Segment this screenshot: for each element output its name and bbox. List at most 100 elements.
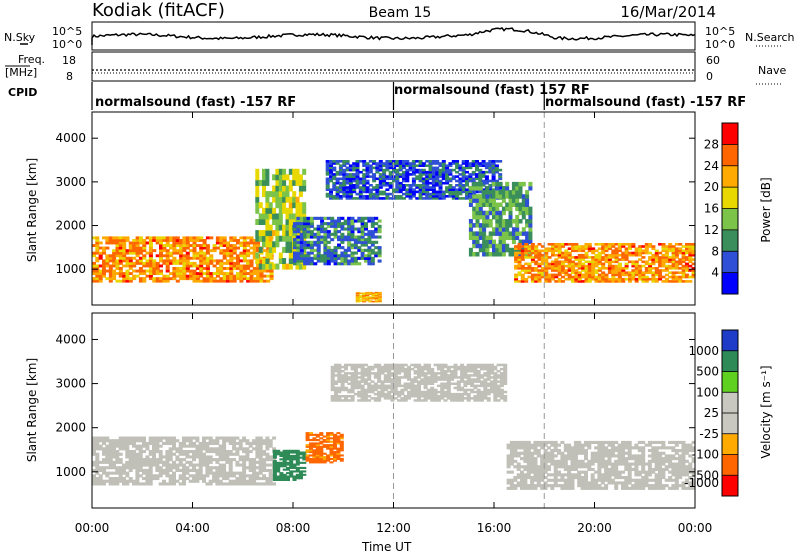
power-cell-3 xyxy=(491,164,496,167)
velocity-cell-0 xyxy=(202,439,206,443)
power-cell-6 xyxy=(374,294,379,296)
power-cell-4 xyxy=(478,181,483,187)
power-cell-0 xyxy=(115,264,120,268)
velocity-cell-4 xyxy=(533,462,538,466)
velocity-cell-0 xyxy=(262,466,267,470)
power-cell-5 xyxy=(634,249,639,253)
power-cell-0 xyxy=(185,269,190,273)
velocity-cell-0 xyxy=(152,477,156,481)
velocity-cell-3 xyxy=(483,367,488,371)
power-cell-1 xyxy=(275,179,280,186)
velocity-cell-0 xyxy=(202,444,206,448)
power-cell-4 xyxy=(511,247,516,253)
power-cell-3 xyxy=(421,170,426,174)
power-cell-3 xyxy=(385,195,390,198)
velocity-cell-0 xyxy=(195,471,200,475)
power-cell-5 xyxy=(554,253,559,257)
power-cell-5 xyxy=(517,271,522,274)
power-cell-5 xyxy=(601,245,606,248)
power-cell-4 xyxy=(511,202,516,207)
power-cell-0 xyxy=(138,272,143,275)
velocity-cell-0 xyxy=(128,450,133,454)
velocity-cell-2 xyxy=(322,457,327,460)
power-cell-5 xyxy=(534,269,539,272)
power-cell-3 xyxy=(362,184,367,187)
power-cell-5 xyxy=(527,267,532,270)
power-cell-5 xyxy=(547,249,552,253)
power-cell-3 xyxy=(428,166,433,170)
velocity-cell-3 xyxy=(334,374,338,377)
power-cell-5 xyxy=(551,262,555,266)
power-cell-0 xyxy=(162,244,167,247)
power-cell-0 xyxy=(195,236,200,240)
velocity-cell-0 xyxy=(192,444,196,448)
velocity-cell-3 xyxy=(383,386,388,390)
power-cell-3 xyxy=(388,184,393,187)
power-cell-0 xyxy=(148,269,153,273)
power-cell-6 xyxy=(371,293,376,295)
power-cell-3 xyxy=(491,188,496,191)
velocity-cell-1 xyxy=(279,461,284,464)
power-cell-2 xyxy=(326,240,331,244)
power-cell-5 xyxy=(668,256,673,259)
power-cell-0 xyxy=(229,279,234,283)
power-cell-5 xyxy=(587,249,592,253)
velocity-cell-0 xyxy=(118,460,123,464)
power-cell-5 xyxy=(658,277,663,281)
velocity-cell-3 xyxy=(499,395,504,398)
velocity-cell-3 xyxy=(334,399,338,402)
velocity-cell-0 xyxy=(262,450,267,454)
power-cell-0 xyxy=(222,236,227,240)
power-cell-5 xyxy=(594,280,599,283)
power-cell-3 xyxy=(352,177,357,181)
power-cell-4 xyxy=(518,231,523,236)
velocity-cell-0 xyxy=(118,479,123,483)
power-cell-0 xyxy=(199,249,204,253)
power-cell-5 xyxy=(658,243,663,246)
velocity-cell-0 xyxy=(218,444,223,448)
velocity-cell-0 xyxy=(212,458,217,462)
velocity-cell-0 xyxy=(125,479,130,483)
power-cell-3 xyxy=(345,192,350,196)
velocity-cell-0 xyxy=(265,458,270,462)
velocity-cell-0 xyxy=(92,477,96,481)
velocity-cell-3 xyxy=(417,363,421,367)
power-cell-5 xyxy=(624,258,629,261)
velocity-cell-1 xyxy=(272,470,277,473)
velocity-cell-3 xyxy=(499,378,504,381)
power-cell-1 xyxy=(282,179,287,186)
velocity-cell-2 xyxy=(339,447,344,450)
power-cell-0 xyxy=(189,261,194,265)
power-cell-6 xyxy=(365,299,370,301)
power-cell-3 xyxy=(418,184,423,187)
power-cell-3 xyxy=(332,177,337,181)
velocity-cell-0 xyxy=(152,436,156,440)
power-cell-5 xyxy=(691,271,696,274)
power-cell-3 xyxy=(335,192,340,196)
power-cell-0 xyxy=(169,277,174,281)
power-cell-0 xyxy=(138,239,143,242)
velocity-cell-3 xyxy=(417,397,421,400)
power-cell-2 xyxy=(370,224,375,228)
velocity-cell-1 xyxy=(302,461,307,464)
velocity-cell-0 xyxy=(245,466,250,470)
power-cell-0 xyxy=(252,269,257,273)
velocity-cell-3 xyxy=(400,376,405,379)
power-cell-0 xyxy=(242,254,247,258)
power-cell-5 xyxy=(601,264,606,268)
power-cell-3 xyxy=(451,162,456,165)
velocity-cell-0 xyxy=(272,436,277,440)
power-cell-3 xyxy=(372,195,377,198)
velocity-cell-0 xyxy=(262,452,267,456)
power-cell-5 xyxy=(581,247,586,250)
power-cell-0 xyxy=(138,261,143,265)
power-cell-0 xyxy=(242,246,247,250)
power-cell-0 xyxy=(232,236,237,240)
velocity-cell-0 xyxy=(148,474,153,478)
power-cell-0 xyxy=(105,259,110,263)
velocity-cell-0 xyxy=(172,477,176,481)
power-cell-1 xyxy=(278,174,283,181)
power-cell-0 xyxy=(155,267,160,270)
power-cell-1 xyxy=(282,202,287,209)
power-cell-3 xyxy=(352,190,357,194)
